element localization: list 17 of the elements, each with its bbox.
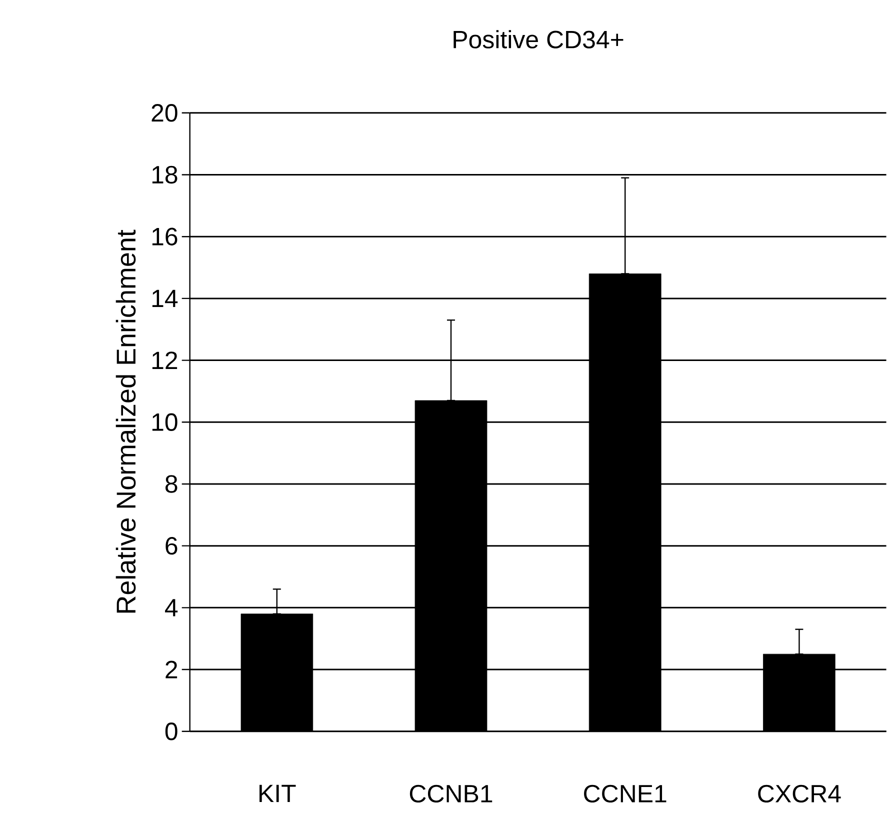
y-tick-label: 14 — [152, 290, 178, 307]
y-tick-label: 8 — [166, 475, 178, 493]
y-tick-label: 2 — [166, 660, 178, 678]
y-tick-label: 12 — [152, 351, 178, 369]
x-tick-label: CXCR4 — [758, 784, 841, 802]
y-tick-label: 4 — [165, 598, 178, 616]
y-tick-label: 10 — [152, 413, 178, 431]
x-tick-label: CCNB1 — [410, 784, 492, 802]
x-tick-label: CCNE1 — [584, 784, 666, 802]
y-tick-label: 6 — [166, 536, 178, 555]
x-tick-label: KIT — [260, 784, 296, 802]
y-tick-label: 18 — [152, 166, 178, 184]
chart-title: Positive CD34+ — [454, 30, 624, 48]
y-axis-title: Relative Normalized Enrichment — [116, 230, 136, 612]
y-tick-label: 20 — [152, 104, 178, 122]
y-tick-label: 0 — [165, 722, 178, 740]
y-tick-label: 16 — [152, 228, 178, 246]
